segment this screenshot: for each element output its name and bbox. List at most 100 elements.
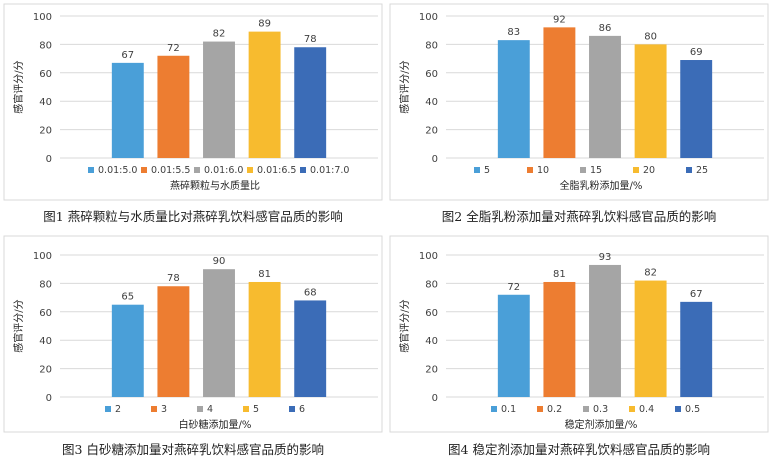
legend-label: 0.3 <box>593 404 608 415</box>
data-label: 78 <box>304 34 317 45</box>
bar <box>497 40 530 158</box>
legend-label: 25 <box>696 165 708 176</box>
legend-swatch <box>686 167 692 173</box>
legend-swatch <box>300 167 306 173</box>
data-label: 69 <box>690 47 703 58</box>
y-tick-label: 0 <box>432 154 438 165</box>
legend-label: 20 <box>643 165 655 176</box>
legend-swatch <box>88 167 94 173</box>
legend-swatch <box>629 406 635 412</box>
bar <box>294 300 327 397</box>
y-tick-label: 80 <box>425 40 438 51</box>
y-tick-label: 60 <box>425 308 438 319</box>
y-tick-label: 80 <box>425 279 438 290</box>
data-label: 89 <box>258 19 271 30</box>
legend-label: 0.4 <box>639 404 654 415</box>
y-tick-label: 40 <box>39 336 52 347</box>
bar <box>589 35 621 158</box>
bar <box>294 47 327 158</box>
chart-1: 0 20 40 60 80 100 67 72 82 89 78 感官评分/分 0.01:5.0 0.01… <box>3 3 383 201</box>
x-axis-label: 燕碎颗粒与水质量比 <box>170 179 260 192</box>
y-tick-label: 80 <box>39 40 52 51</box>
chart-caption: 图2 全脂乳粉添加量对燕碎乳饮料感官品质的影响 <box>441 209 717 224</box>
bar <box>157 286 190 397</box>
data-label: 72 <box>167 43 180 54</box>
y-tick-label: 40 <box>425 336 438 347</box>
y-tick-label: 60 <box>425 69 438 80</box>
y-tick-label: 40 <box>425 97 438 108</box>
legend-label: 0.5 <box>685 404 700 415</box>
legend-swatch <box>194 167 200 173</box>
chart-4: 0 20 40 60 80 100 72 81 93 82 67 感官评分/分 0.1 0.2 0.3 0.4… <box>389 235 769 433</box>
chart-caption: 图1 燕碎颗粒与水质量比对燕碎乳饮料感官品质的影响 <box>43 209 343 224</box>
y-axis-label: 感官评分/分 <box>12 60 25 113</box>
legend-label: 3 <box>161 404 167 415</box>
y-tick-label: 20 <box>39 126 52 137</box>
chart-2: 0 20 40 60 80 100 83 92 86 80 69 感官评分/分 5 10 15 20 25 全脂乳… <box>389 3 769 201</box>
legend-label: 6 <box>299 404 305 415</box>
x-axis-label: 稳定剂添加量/% <box>565 418 638 431</box>
bar <box>680 301 713 397</box>
x-axis-label: 白砂糖添加量/% <box>179 418 252 431</box>
y-tick-label: 100 <box>33 12 52 23</box>
legend-swatch <box>580 167 586 173</box>
legend-swatch <box>633 167 639 173</box>
legend-label: 15 <box>590 165 602 176</box>
data-label: 81 <box>553 269 566 280</box>
bar <box>543 281 576 397</box>
chart-3: 0 20 40 60 80 100 65 78 90 81 68 感官评分/分 2 3 4 5 6 白砂糖添加量/… <box>3 235 383 433</box>
y-tick-label: 60 <box>39 308 52 319</box>
chart-panel-2: 0 20 40 60 80 100 83 92 86 80 69 感官评分/分 5 10 15 20 25 全脂乳… <box>386 0 772 232</box>
bar <box>111 62 144 158</box>
legend-swatch <box>527 167 533 173</box>
data-label: 82 <box>213 29 226 40</box>
legend-label: 10 <box>537 165 549 176</box>
legend-swatch <box>247 167 253 173</box>
legend-label: 0.2 <box>547 404 562 415</box>
y-tick-label: 0 <box>432 393 438 404</box>
bar <box>634 44 667 158</box>
legend-swatch <box>197 406 203 412</box>
chart-caption: 图4 稳定剂添加量对燕碎乳饮料感官品质的影响 <box>448 442 710 457</box>
data-label: 72 <box>507 282 520 293</box>
data-label: 81 <box>258 269 271 280</box>
data-label: 93 <box>599 252 612 263</box>
y-tick-label: 100 <box>33 251 52 262</box>
y-axis-label: 感官评分/分 <box>398 60 411 113</box>
legend-label: 0.01:6.0 <box>204 165 243 176</box>
legend-label: 0.01:7.0 <box>310 165 349 176</box>
legend-swatch <box>675 406 681 412</box>
legend-swatch <box>583 406 589 412</box>
bar <box>203 41 235 159</box>
bar <box>589 264 621 397</box>
data-label: 86 <box>599 23 612 34</box>
bar <box>248 31 281 158</box>
y-tick-label: 60 <box>39 69 52 80</box>
legend-swatch <box>289 406 295 412</box>
bar <box>248 281 281 397</box>
data-label: 67 <box>121 50 134 61</box>
x-axis-label: 全脂乳粉添加量/% <box>560 179 643 192</box>
y-axis-label: 感官评分/分 <box>12 299 25 352</box>
data-label: 68 <box>304 287 317 298</box>
y-tick-label: 20 <box>425 126 438 137</box>
legend-label: 0.01:6.5 <box>257 165 296 176</box>
legend-label: 4 <box>207 404 213 415</box>
bar <box>203 269 235 397</box>
bar <box>157 55 190 159</box>
data-label: 78 <box>167 273 180 284</box>
y-axis-label: 感官评分/分 <box>398 299 411 352</box>
legend-swatch <box>474 167 480 173</box>
legend-swatch <box>105 406 111 412</box>
legend-swatch <box>243 406 249 412</box>
bar <box>680 60 713 158</box>
y-tick-label: 0 <box>46 154 52 165</box>
chart-panel-1: 0 20 40 60 80 100 67 72 82 89 78 感官评分/分 0.01:5.0 0.01… <box>0 0 386 232</box>
data-label: 67 <box>690 289 703 300</box>
y-tick-label: 0 <box>46 393 52 404</box>
legend-label: 5 <box>253 404 259 415</box>
bar <box>497 294 530 397</box>
data-label: 83 <box>507 27 520 38</box>
bar <box>111 304 144 397</box>
y-tick-label: 40 <box>39 97 52 108</box>
